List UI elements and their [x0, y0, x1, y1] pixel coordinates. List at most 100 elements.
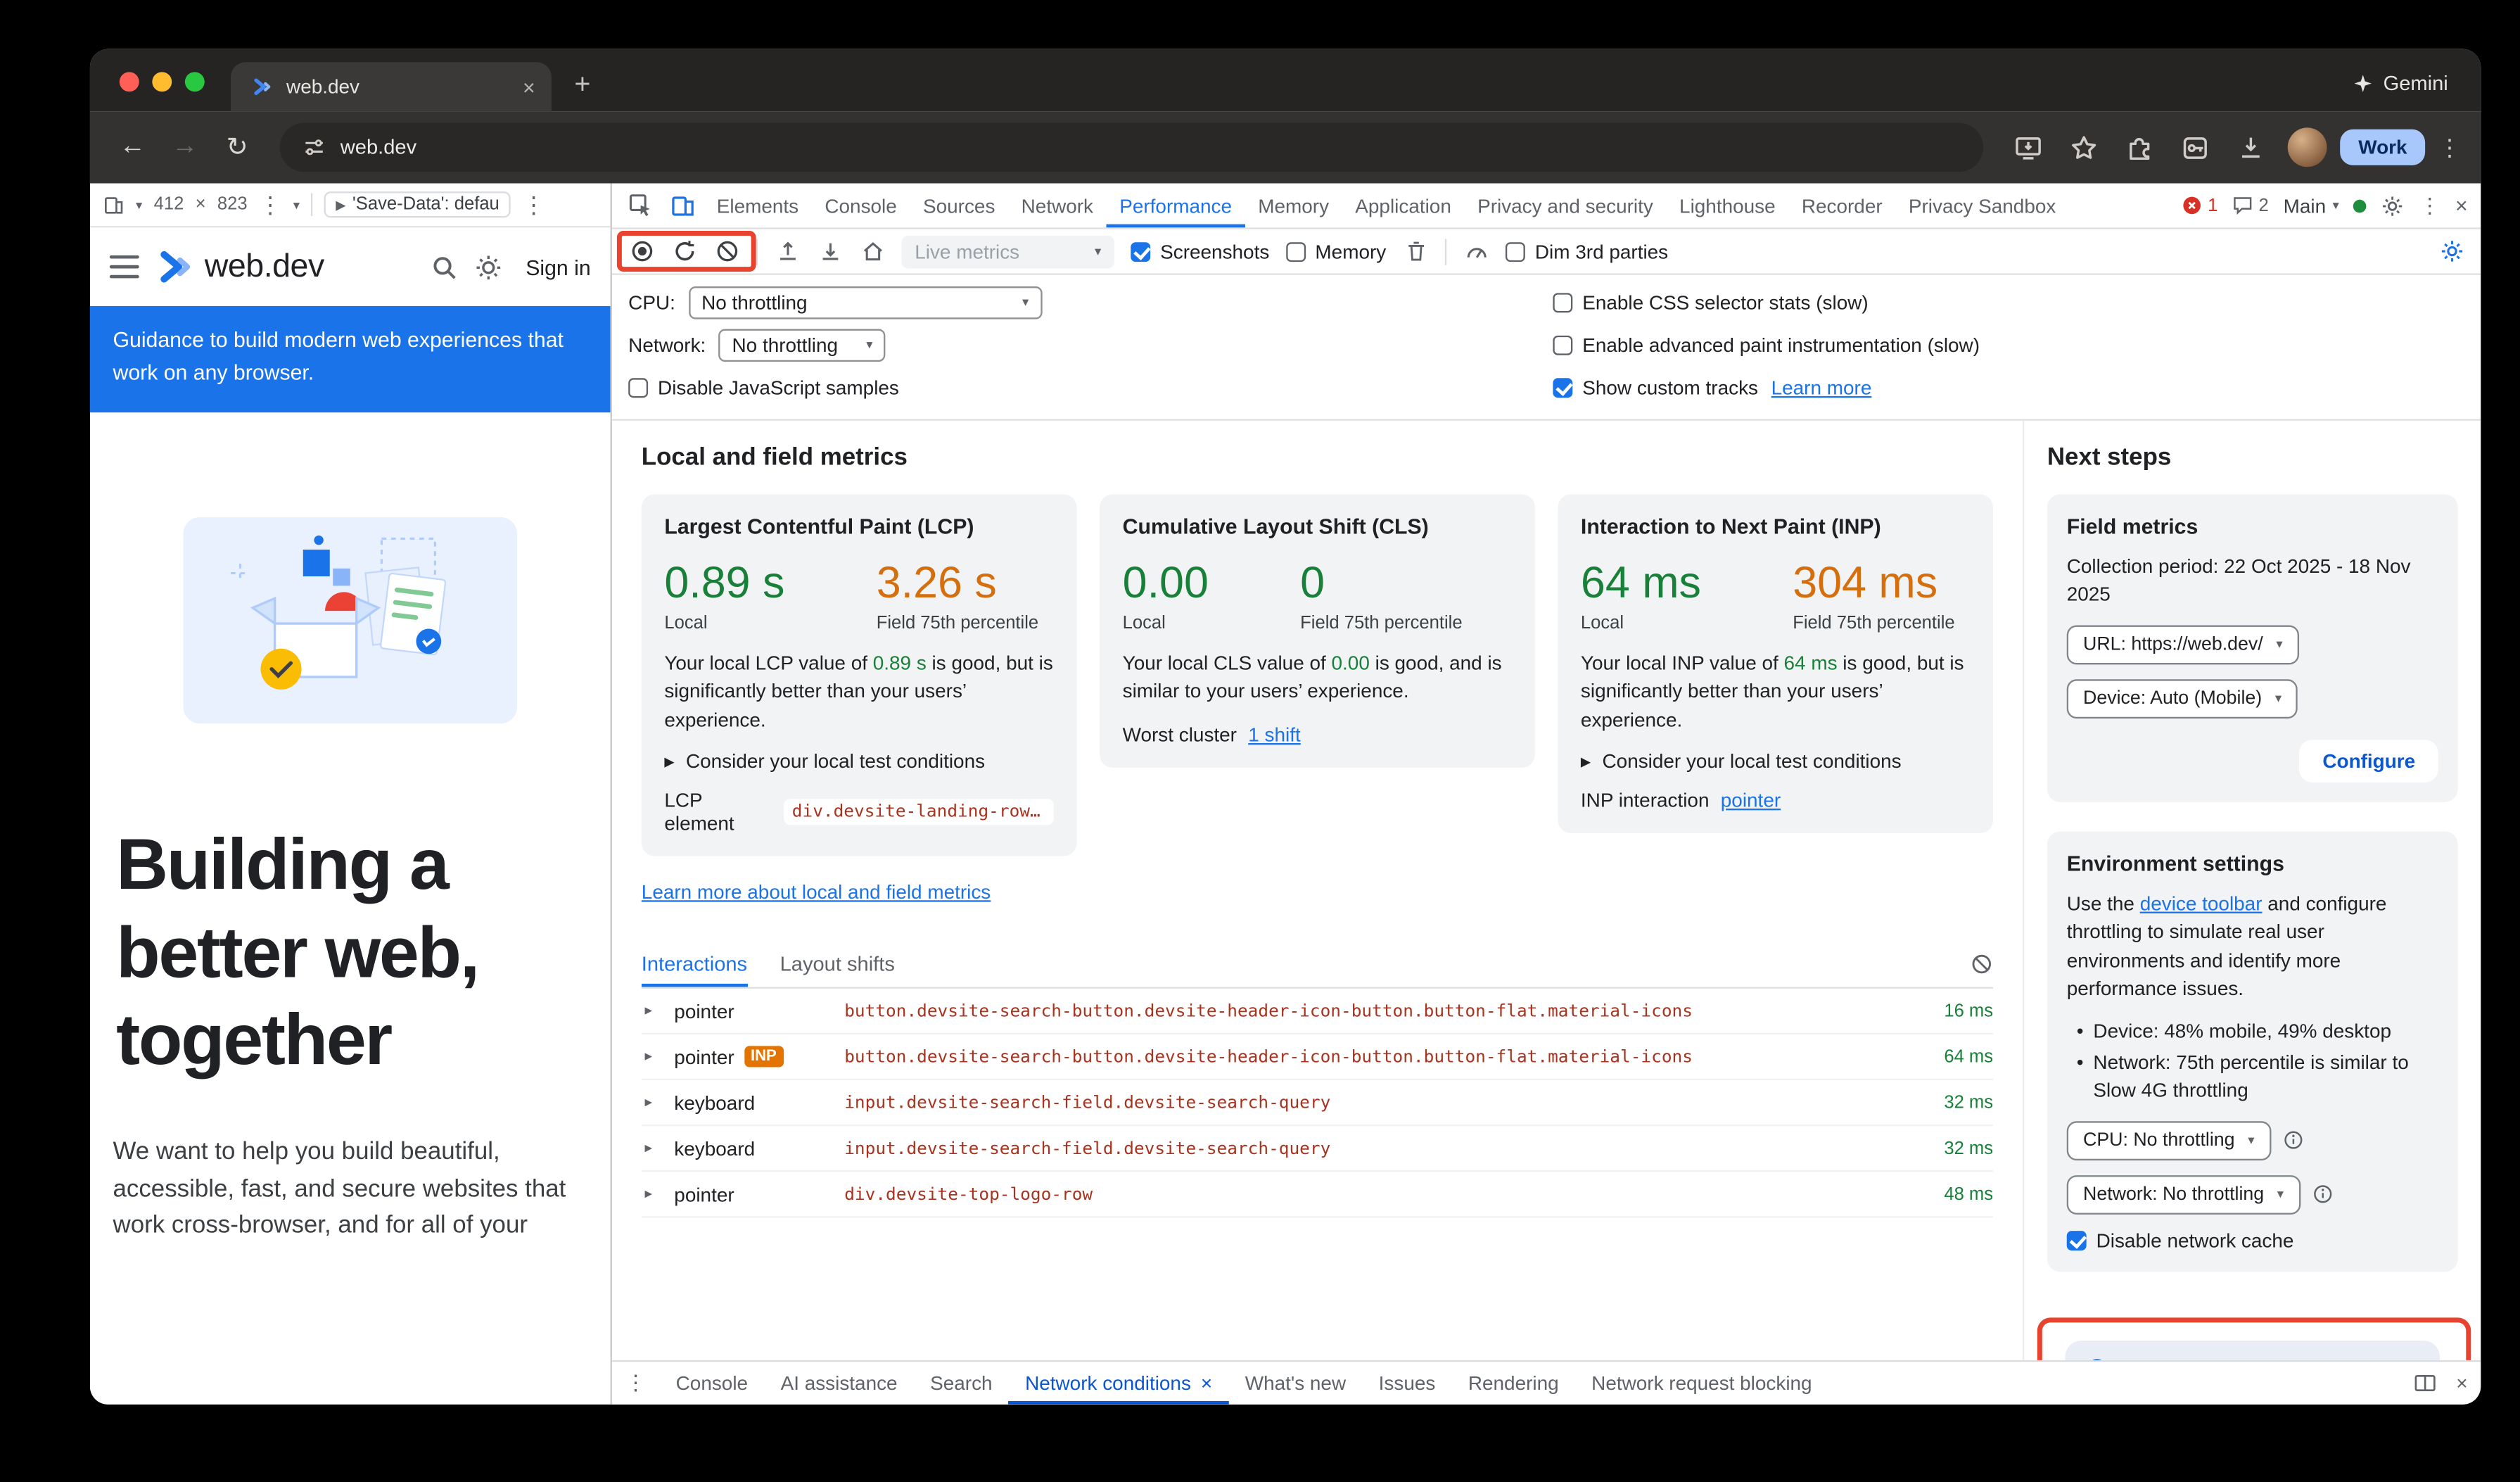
expander-icon[interactable]: ▸ — [644, 1001, 652, 1019]
tab-network[interactable]: Network — [1021, 194, 1094, 217]
profile-label[interactable]: Work — [2340, 129, 2426, 165]
browser-tab[interactable]: web.dev × — [230, 62, 552, 112]
expander-icon[interactable]: ▸ — [644, 1139, 652, 1156]
device-preset-caret-icon[interactable]: ▾ — [136, 197, 143, 213]
client-hint-chip[interactable]: ▶ 'Save-Data': defau — [324, 191, 511, 218]
tab-close-icon[interactable]: × — [522, 74, 535, 99]
split-panel-icon[interactable] — [2414, 1372, 2437, 1395]
tab-lighthouse[interactable]: Lighthouse — [1679, 194, 1776, 217]
close-drawer-tab-icon[interactable]: × — [1200, 1372, 1213, 1395]
minimize-window-button[interactable] — [152, 72, 172, 92]
drawer-tab-network-conditions[interactable]: Network conditions × — [1009, 1362, 1229, 1404]
close-drawer-icon[interactable]: × — [2456, 1372, 2468, 1395]
hamburger-menu-icon[interactable] — [109, 255, 139, 279]
home-icon[interactable] — [859, 238, 885, 264]
drawer-tab-search[interactable]: Search — [930, 1372, 993, 1395]
record-button[interactable]: Record ⌘ E — [2065, 1340, 2441, 1360]
css-selector-stats-checkbox[interactable]: Enable CSS selector stats (slow) — [1553, 291, 1869, 313]
close-window-button[interactable] — [119, 72, 139, 92]
drawer-tab-ai-assistance[interactable]: AI assistance — [780, 1372, 898, 1395]
sign-in-button[interactable]: Sign in — [526, 254, 591, 279]
devtools-settings-icon[interactable] — [2381, 194, 2405, 217]
test-conditions-expander[interactable]: ▶ Consider your local test conditions — [664, 749, 986, 773]
devtools-close-icon[interactable]: × — [2455, 193, 2468, 218]
downloads-icon[interactable] — [2226, 122, 2275, 172]
dpr-caret-icon[interactable]: ▾ — [293, 197, 300, 213]
upload-trace-icon[interactable] — [774, 238, 800, 264]
memory-checkbox[interactable]: Memory — [1285, 240, 1386, 262]
cpu-throttling-select[interactable]: No throttling ▾ — [688, 285, 1042, 319]
info-icon[interactable] — [2282, 1129, 2303, 1151]
install-icon[interactable] — [2003, 122, 2052, 172]
tab-privacy-security[interactable]: Privacy and security — [1477, 194, 1653, 217]
capture-settings-gear-icon[interactable] — [2438, 238, 2464, 264]
clear-log-icon[interactable] — [1971, 952, 1994, 975]
configure-button[interactable]: Configure — [2299, 739, 2438, 783]
test-conditions-expander[interactable]: ▶ Consider your local test conditions — [1580, 749, 1902, 773]
zoom-window-button[interactable] — [184, 72, 205, 92]
back-icon[interactable]: ← — [119, 132, 146, 160]
inspect-icon[interactable] — [618, 184, 661, 228]
tab-memory[interactable]: Memory — [1258, 194, 1330, 217]
record-icon[interactable] — [628, 238, 654, 264]
disable-js-samples-checkbox[interactable]: Disable JavaScript samples — [628, 376, 899, 398]
info-icon[interactable] — [2312, 1184, 2333, 1205]
tab-performance[interactable]: Performance — [1107, 184, 1245, 228]
lcp-element-chip[interactable]: div.devsite-landing-row-ite… — [784, 799, 1054, 825]
tab-privacy-sandbox[interactable]: Privacy Sandbox — [1908, 194, 2056, 217]
interaction-row[interactable]: ▸ pointer div.devsite-top-logo-row 48 ms — [641, 1172, 1994, 1218]
throttle-gauge-icon[interactable] — [1463, 238, 1489, 264]
tab-interactions[interactable]: Interactions — [642, 940, 747, 987]
interaction-row[interactable]: ▸ keyboard input.devsite-search-field.de… — [641, 1127, 1994, 1172]
device-toolbar-link[interactable]: device toolbar — [2139, 892, 2263, 915]
viewport-width[interactable]: 412 — [153, 194, 184, 215]
search-icon[interactable] — [431, 253, 459, 281]
drawer-tab-rendering[interactable]: Rendering — [1468, 1372, 1559, 1395]
cpu-env-select[interactable]: CPU: No throttling ▾ — [2066, 1120, 2271, 1160]
device-select[interactable]: Device: Auto (Mobile) ▾ — [2066, 678, 2298, 718]
profile-avatar[interactable] — [2288, 127, 2328, 167]
expander-icon[interactable]: ▸ — [644, 1185, 652, 1202]
inp-interaction-link[interactable]: pointer — [1720, 789, 1781, 813]
tab-layout-shifts[interactable]: Layout shifts — [779, 951, 895, 975]
site-settings-icon[interactable] — [303, 136, 326, 159]
new-tab-button[interactable]: + — [574, 68, 591, 100]
password-manager-icon[interactable] — [2170, 122, 2220, 172]
worst-cluster-link[interactable]: 1 shift — [1248, 723, 1301, 747]
paint-instrumentation-checkbox[interactable]: Enable advanced paint instrumentation (s… — [1553, 333, 1980, 356]
network-throttling-select[interactable]: No throttling ▾ — [718, 328, 886, 361]
tab-application[interactable]: Application — [1355, 194, 1451, 217]
custom-tracks-checkbox[interactable]: Show custom tracks — [1553, 376, 1758, 398]
extensions-icon[interactable] — [2115, 122, 2164, 172]
interaction-row[interactable]: ▸ keyboard input.devsite-search-field.de… — [641, 1081, 1994, 1127]
error-badge[interactable]: 1 — [2182, 195, 2217, 216]
view-select[interactable]: Live metrics ▾ — [901, 234, 1115, 268]
clear-icon[interactable] — [713, 238, 739, 264]
bookmark-star-icon[interactable] — [2059, 122, 2108, 172]
record-reload-icon[interactable] — [671, 238, 697, 264]
tab-console[interactable]: Console — [825, 194, 897, 217]
device-preset-icon[interactable] — [103, 194, 125, 215]
metrics-learn-more-link[interactable]: Learn more about local and field metrics — [641, 880, 991, 904]
expander-icon[interactable]: ▸ — [644, 1094, 652, 1110]
interaction-row[interactable]: ▸ pointer button.devsite-search-button.d… — [641, 989, 1994, 1035]
drawer-tab-whats-new[interactable]: What's new — [1245, 1372, 1347, 1395]
expander-icon[interactable]: ▸ — [644, 1048, 652, 1065]
reload-icon[interactable]: ↻ — [226, 134, 248, 163]
save-trace-icon[interactable] — [817, 238, 843, 264]
viewport-height[interactable]: 823 — [217, 194, 248, 215]
browser-menu-icon[interactable]: ⋮ — [2438, 133, 2462, 160]
address-bar[interactable]: web.dev — [279, 122, 1984, 172]
network-env-select[interactable]: Network: No throttling ▾ — [2066, 1174, 2301, 1215]
url-select[interactable]: URL: https://web.dev/ ▾ — [2066, 625, 2299, 664]
tab-sources[interactable]: Sources — [923, 194, 995, 217]
tab-recorder[interactable]: Recorder — [1801, 194, 1883, 217]
device-toolbar-icon[interactable] — [661, 184, 704, 228]
device-options-icon[interactable]: ⋮ — [258, 190, 282, 217]
drawer-menu-icon[interactable]: ⋮ — [625, 1369, 647, 1395]
disable-network-cache-checkbox[interactable]: Disable network cache — [2066, 1229, 2293, 1252]
tab-elements[interactable]: Elements — [716, 194, 799, 217]
gemini-button[interactable]: Gemini — [2354, 72, 2448, 95]
drawer-tab-issues[interactable]: Issues — [1378, 1372, 1436, 1395]
site-logo[interactable]: web.dev — [155, 247, 324, 286]
